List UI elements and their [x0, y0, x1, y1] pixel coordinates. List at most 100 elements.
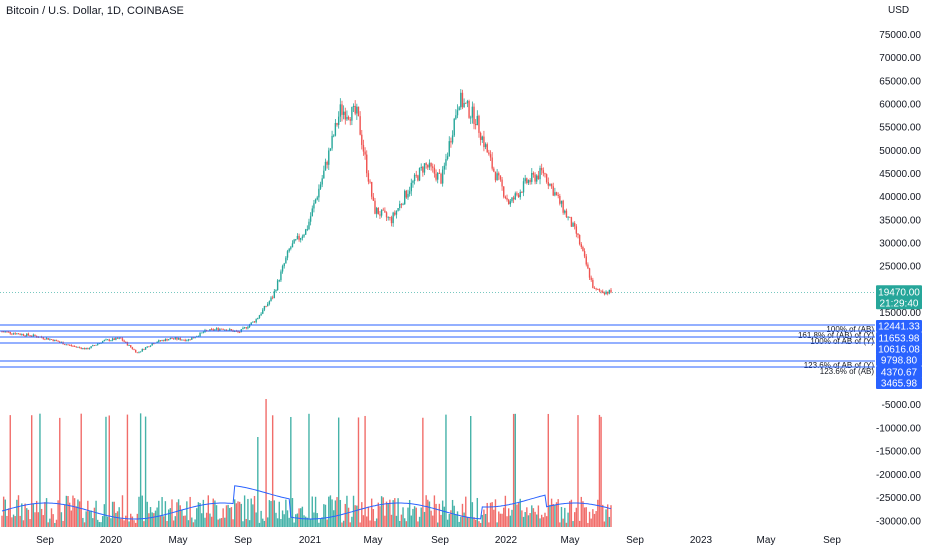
- candle-body: [230, 329, 233, 331]
- candle-body: [270, 297, 272, 302]
- candle-body: [161, 340, 163, 341]
- candle-body: [603, 292, 606, 295]
- volume-bar: [610, 505, 612, 527]
- candle-body: [273, 291, 276, 298]
- volume-bar: [608, 516, 611, 527]
- volume-bar: [374, 521, 376, 527]
- candle-body: [280, 271, 282, 281]
- candle-body: [598, 289, 601, 291]
- candle-body: [182, 339, 185, 341]
- volume-bar: [133, 520, 135, 527]
- volume-bar: [14, 516, 16, 527]
- volume-bar: [511, 509, 513, 527]
- volume-bar: [433, 495, 436, 527]
- volume-bar: [405, 521, 408, 527]
- candle-body: [531, 172, 533, 182]
- candle-body: [149, 345, 152, 347]
- volume-tick-label: -5000.00: [882, 400, 922, 411]
- volume-bar: [349, 522, 351, 527]
- candle-body: [191, 337, 193, 340]
- volume-bar: [468, 517, 470, 527]
- candle-body: [458, 107, 460, 111]
- volume-bar: [448, 513, 450, 527]
- volume-bar: [234, 499, 236, 527]
- time-tick-label: May: [561, 535, 580, 546]
- candle-body: [121, 338, 124, 341]
- candle-body: [7, 331, 10, 333]
- volume-bar: [572, 521, 574, 527]
- candle-body: [387, 217, 389, 219]
- candle-body: [265, 305, 267, 307]
- volume-tick-label: -30000.00: [876, 517, 921, 528]
- candle-body: [52, 339, 54, 342]
- candle-body: [379, 214, 381, 216]
- candle-body: [271, 297, 274, 299]
- candle-body: [219, 328, 221, 331]
- volume-bar: [118, 507, 120, 527]
- candle-body: [276, 280, 279, 291]
- volume-bar: [149, 507, 152, 527]
- volume-bar: [37, 512, 40, 527]
- volume-bar: [196, 508, 198, 527]
- volume-bar: [418, 516, 421, 527]
- volume-bar: [484, 513, 487, 527]
- volume-bar: [258, 522, 261, 527]
- candle-body: [331, 135, 333, 149]
- candle-body: [351, 106, 353, 121]
- volume-bar: [92, 518, 94, 527]
- volume-bar: [555, 502, 558, 527]
- candle-body: [471, 106, 474, 118]
- price-tick-label: 55000.00: [879, 123, 921, 134]
- volume-bar: [357, 417, 360, 527]
- candle-body: [600, 290, 602, 292]
- volume-bar: [177, 499, 180, 527]
- volume-bar: [17, 495, 20, 527]
- candle-body: [450, 141, 452, 143]
- volume-bar: [153, 513, 155, 527]
- candle-body: [323, 170, 325, 179]
- volume-bar: [95, 500, 97, 527]
- candle-body: [120, 337, 122, 339]
- candle-body: [304, 229, 307, 235]
- candle-body: [597, 289, 599, 290]
- volume-bar: [105, 416, 107, 527]
- volume-bar: [78, 501, 81, 527]
- candle-body: [126, 342, 129, 346]
- candle-body: [247, 327, 249, 329]
- candle-body: [333, 135, 335, 137]
- candle-body: [344, 111, 346, 120]
- candle-body: [253, 321, 256, 323]
- candle-body: [542, 170, 545, 174]
- volume-bar: [507, 508, 510, 527]
- price-axis[interactable]: 75000.00 70000.00 65000.00 60000.00 55000.00…: [879, 30, 921, 319]
- volume-bar: [425, 495, 427, 527]
- volume-bar: [262, 518, 264, 527]
- candle-body: [389, 217, 391, 219]
- volume-bar: [483, 509, 485, 527]
- volume-bar: [101, 516, 104, 527]
- candle-body: [453, 118, 455, 136]
- volume-bar: [339, 499, 342, 527]
- candle-body: [582, 247, 584, 252]
- candle-body: [2, 331, 5, 333]
- candle-body: [408, 191, 411, 194]
- candle-body: [54, 339, 56, 342]
- volume-bar: [181, 509, 183, 527]
- candle-body: [309, 216, 312, 222]
- volume-bar: [336, 497, 338, 527]
- candle-body: [47, 338, 49, 340]
- volume-bar: [186, 501, 188, 527]
- volume-bar: [403, 518, 406, 527]
- time-tick-label: Sep: [431, 535, 449, 546]
- fib-level-label: 100% of (AB): [826, 325, 874, 334]
- time-axis[interactable]: Sep 2020 May Sep 2021 May Sep 2022 May Sep 2023 May…: [36, 535, 841, 546]
- volume-bar: [52, 514, 54, 527]
- volume-bar: [197, 502, 200, 527]
- volume-bar: [375, 518, 378, 527]
- volume-bar: [329, 495, 332, 527]
- candle-body: [158, 340, 160, 343]
- candle-body: [146, 346, 148, 348]
- volume-bar: [474, 519, 477, 527]
- candle-body: [229, 329, 231, 331]
